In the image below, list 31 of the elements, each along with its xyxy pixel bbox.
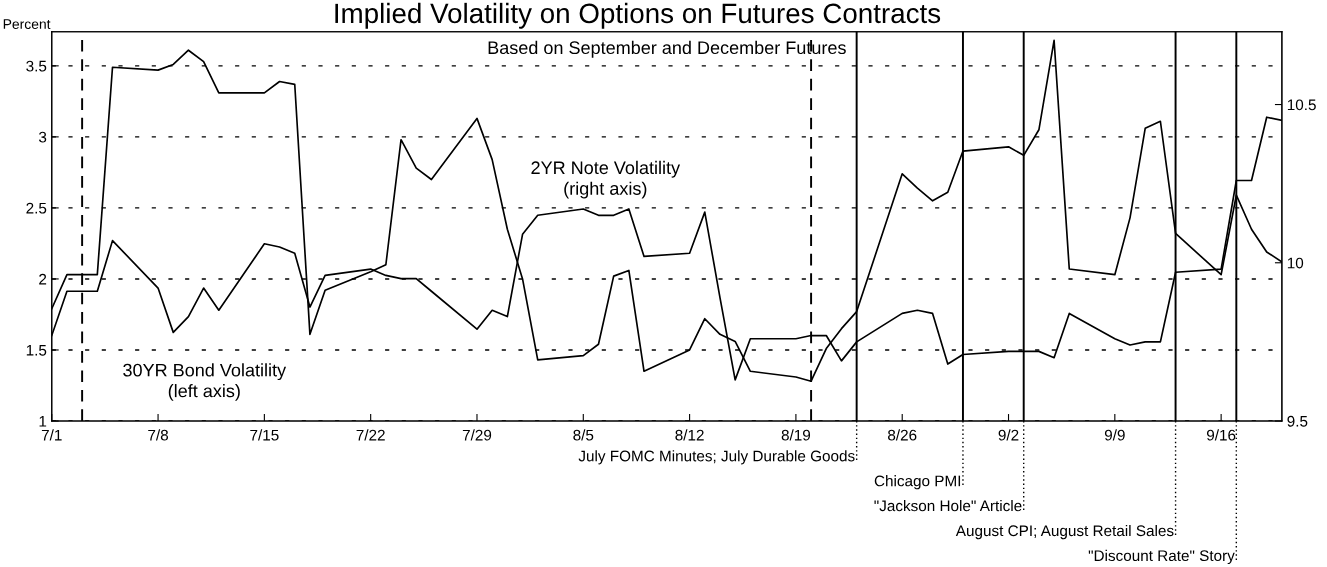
y2-tick-label: 9.5 [1287,415,1308,427]
y-tick-label: 1.5 [26,344,47,356]
x-tick-label: 8/19 [781,429,811,441]
ref-line-label: August CPI; August Retail Sales [955,524,1174,540]
series-label: 2YR Note Volatility (right axis) [531,160,681,199]
y2-tick-label: 10.5 [1287,99,1316,111]
text: 30YR Bond Volatility (left axis) [123,363,287,401]
x-tick-label: 7/22 [356,429,385,441]
y2-tick-label: 10 [1287,257,1304,269]
ref-line-label: July FOMC Minutes; July Durable Goods [578,450,855,465]
x-tick-label: 7/1 [41,429,62,441]
y-tick-label: 1 [39,416,47,427]
x-tick-label: 9/16 [1206,429,1236,441]
y-axis-title: Percent [3,19,51,30]
x-tick-label: 9/2 [998,429,1019,441]
y-tick-label: 2.5 [26,202,47,214]
x-tick-label: 8/5 [573,429,594,441]
x-tick-label: 7/8 [148,429,169,441]
x-tick-label: 7/15 [250,429,279,441]
chart-subtitle: Based on September and December Futures [488,40,846,58]
ref-line-label: Chicago PMI [874,475,961,490]
chart-title: Implied Volatility on Options on Futures Contracts [335,2,941,29]
y-tick-label: 3.5 [26,60,47,72]
y-tick-label: 2 [39,273,47,285]
x-tick-label: 7/29 [462,429,492,441]
ref-line-label: "Jackson Hole" Article [874,500,1022,512]
x-tick-label: 9/9 [1104,429,1125,441]
ref-line-label: "Discount Rate" Story [1088,549,1235,565]
x-tick-label: 8/26 [888,429,917,441]
y-tick-label: 3 [38,131,47,143]
x-tick-label: 8/12 [675,429,704,441]
